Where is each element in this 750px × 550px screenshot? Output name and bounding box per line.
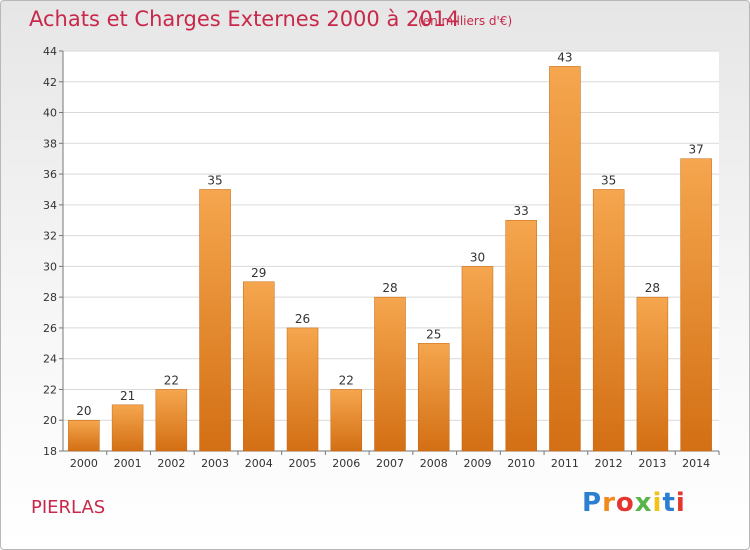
x-tick-label: 2007 xyxy=(376,457,404,470)
y-tick-label: 20 xyxy=(43,414,57,427)
logo-letter: o xyxy=(615,488,635,518)
y-tick-label: 30 xyxy=(43,260,57,273)
bar-value-label: 35 xyxy=(601,173,616,187)
bar xyxy=(636,296,669,452)
bar xyxy=(111,404,144,452)
x-tick-label: 2009 xyxy=(463,457,491,470)
x-tick-label: 2012 xyxy=(595,457,623,470)
x-tick-label: 2001 xyxy=(114,457,142,470)
bar-value-label: 28 xyxy=(382,281,397,295)
y-tick-label: 24 xyxy=(43,353,57,366)
bar-value-label: 21 xyxy=(120,389,135,403)
x-tick-label: 2002 xyxy=(157,457,185,470)
bar-value-label: 28 xyxy=(645,281,660,295)
commune-name: PIERLAS xyxy=(31,497,106,518)
x-tick-label: 2011 xyxy=(551,457,579,470)
bar xyxy=(417,343,450,452)
bar-value-label: 35 xyxy=(207,173,222,187)
bar xyxy=(330,389,363,452)
bar-value-label: 43 xyxy=(557,50,572,64)
y-tick-label: 42 xyxy=(43,76,57,89)
bar-value-label: 20 xyxy=(76,404,91,418)
bar xyxy=(374,296,406,452)
x-tick-label: 2013 xyxy=(638,457,666,470)
x-tick-label: 2010 xyxy=(507,457,535,470)
bar-value-label: 29 xyxy=(251,266,266,280)
y-tick-label: 22 xyxy=(43,383,57,396)
x-tick-label: 2006 xyxy=(332,457,360,470)
chart-subtitle: (en milliers d'€) xyxy=(418,14,513,28)
bar xyxy=(286,327,319,452)
y-tick-label: 28 xyxy=(43,291,57,304)
bar-value-label: 22 xyxy=(339,373,354,387)
y-tick-label: 40 xyxy=(43,107,57,120)
bar-value-label: 30 xyxy=(470,250,485,264)
logo-letter: i xyxy=(675,488,686,518)
x-tick-label: 2014 xyxy=(682,457,710,470)
bar xyxy=(549,66,581,452)
x-tick-label: 2003 xyxy=(201,457,229,470)
y-tick-label: 32 xyxy=(43,230,57,243)
bar-value-label: 26 xyxy=(295,312,310,326)
logo-letter: P xyxy=(582,488,603,518)
y-tick-label: 36 xyxy=(43,168,57,181)
bar xyxy=(155,389,188,452)
bar xyxy=(68,419,100,452)
x-tick-label: 2005 xyxy=(289,457,317,470)
bar-value-label: 33 xyxy=(514,204,529,218)
bar-value-label: 22 xyxy=(164,373,179,387)
bar xyxy=(461,266,494,452)
y-tick-label: 18 xyxy=(43,445,57,458)
y-tick-label: 34 xyxy=(43,199,57,212)
y-tick-label: 26 xyxy=(43,322,57,335)
x-tick-label: 2008 xyxy=(420,457,448,470)
bar xyxy=(680,158,712,452)
bar xyxy=(199,189,231,452)
bar-value-label: 25 xyxy=(426,327,441,341)
proxiti-logo: Proxiti xyxy=(582,488,686,518)
x-tick-label: 2004 xyxy=(245,457,273,470)
logo-letter: x xyxy=(634,488,653,518)
logo-letter: r xyxy=(602,488,616,518)
x-tick-label: 2000 xyxy=(70,457,98,470)
logo-letter: i xyxy=(652,488,663,518)
logo-letter: t xyxy=(662,488,676,518)
bar xyxy=(505,219,537,452)
bar-value-label: 37 xyxy=(688,143,703,157)
bar xyxy=(243,281,275,452)
y-tick-label: 44 xyxy=(43,45,57,58)
chart-title: Achats et Charges Externes 2000 à 2014 xyxy=(29,7,460,31)
y-tick-label: 38 xyxy=(43,137,57,150)
bar xyxy=(592,189,625,452)
